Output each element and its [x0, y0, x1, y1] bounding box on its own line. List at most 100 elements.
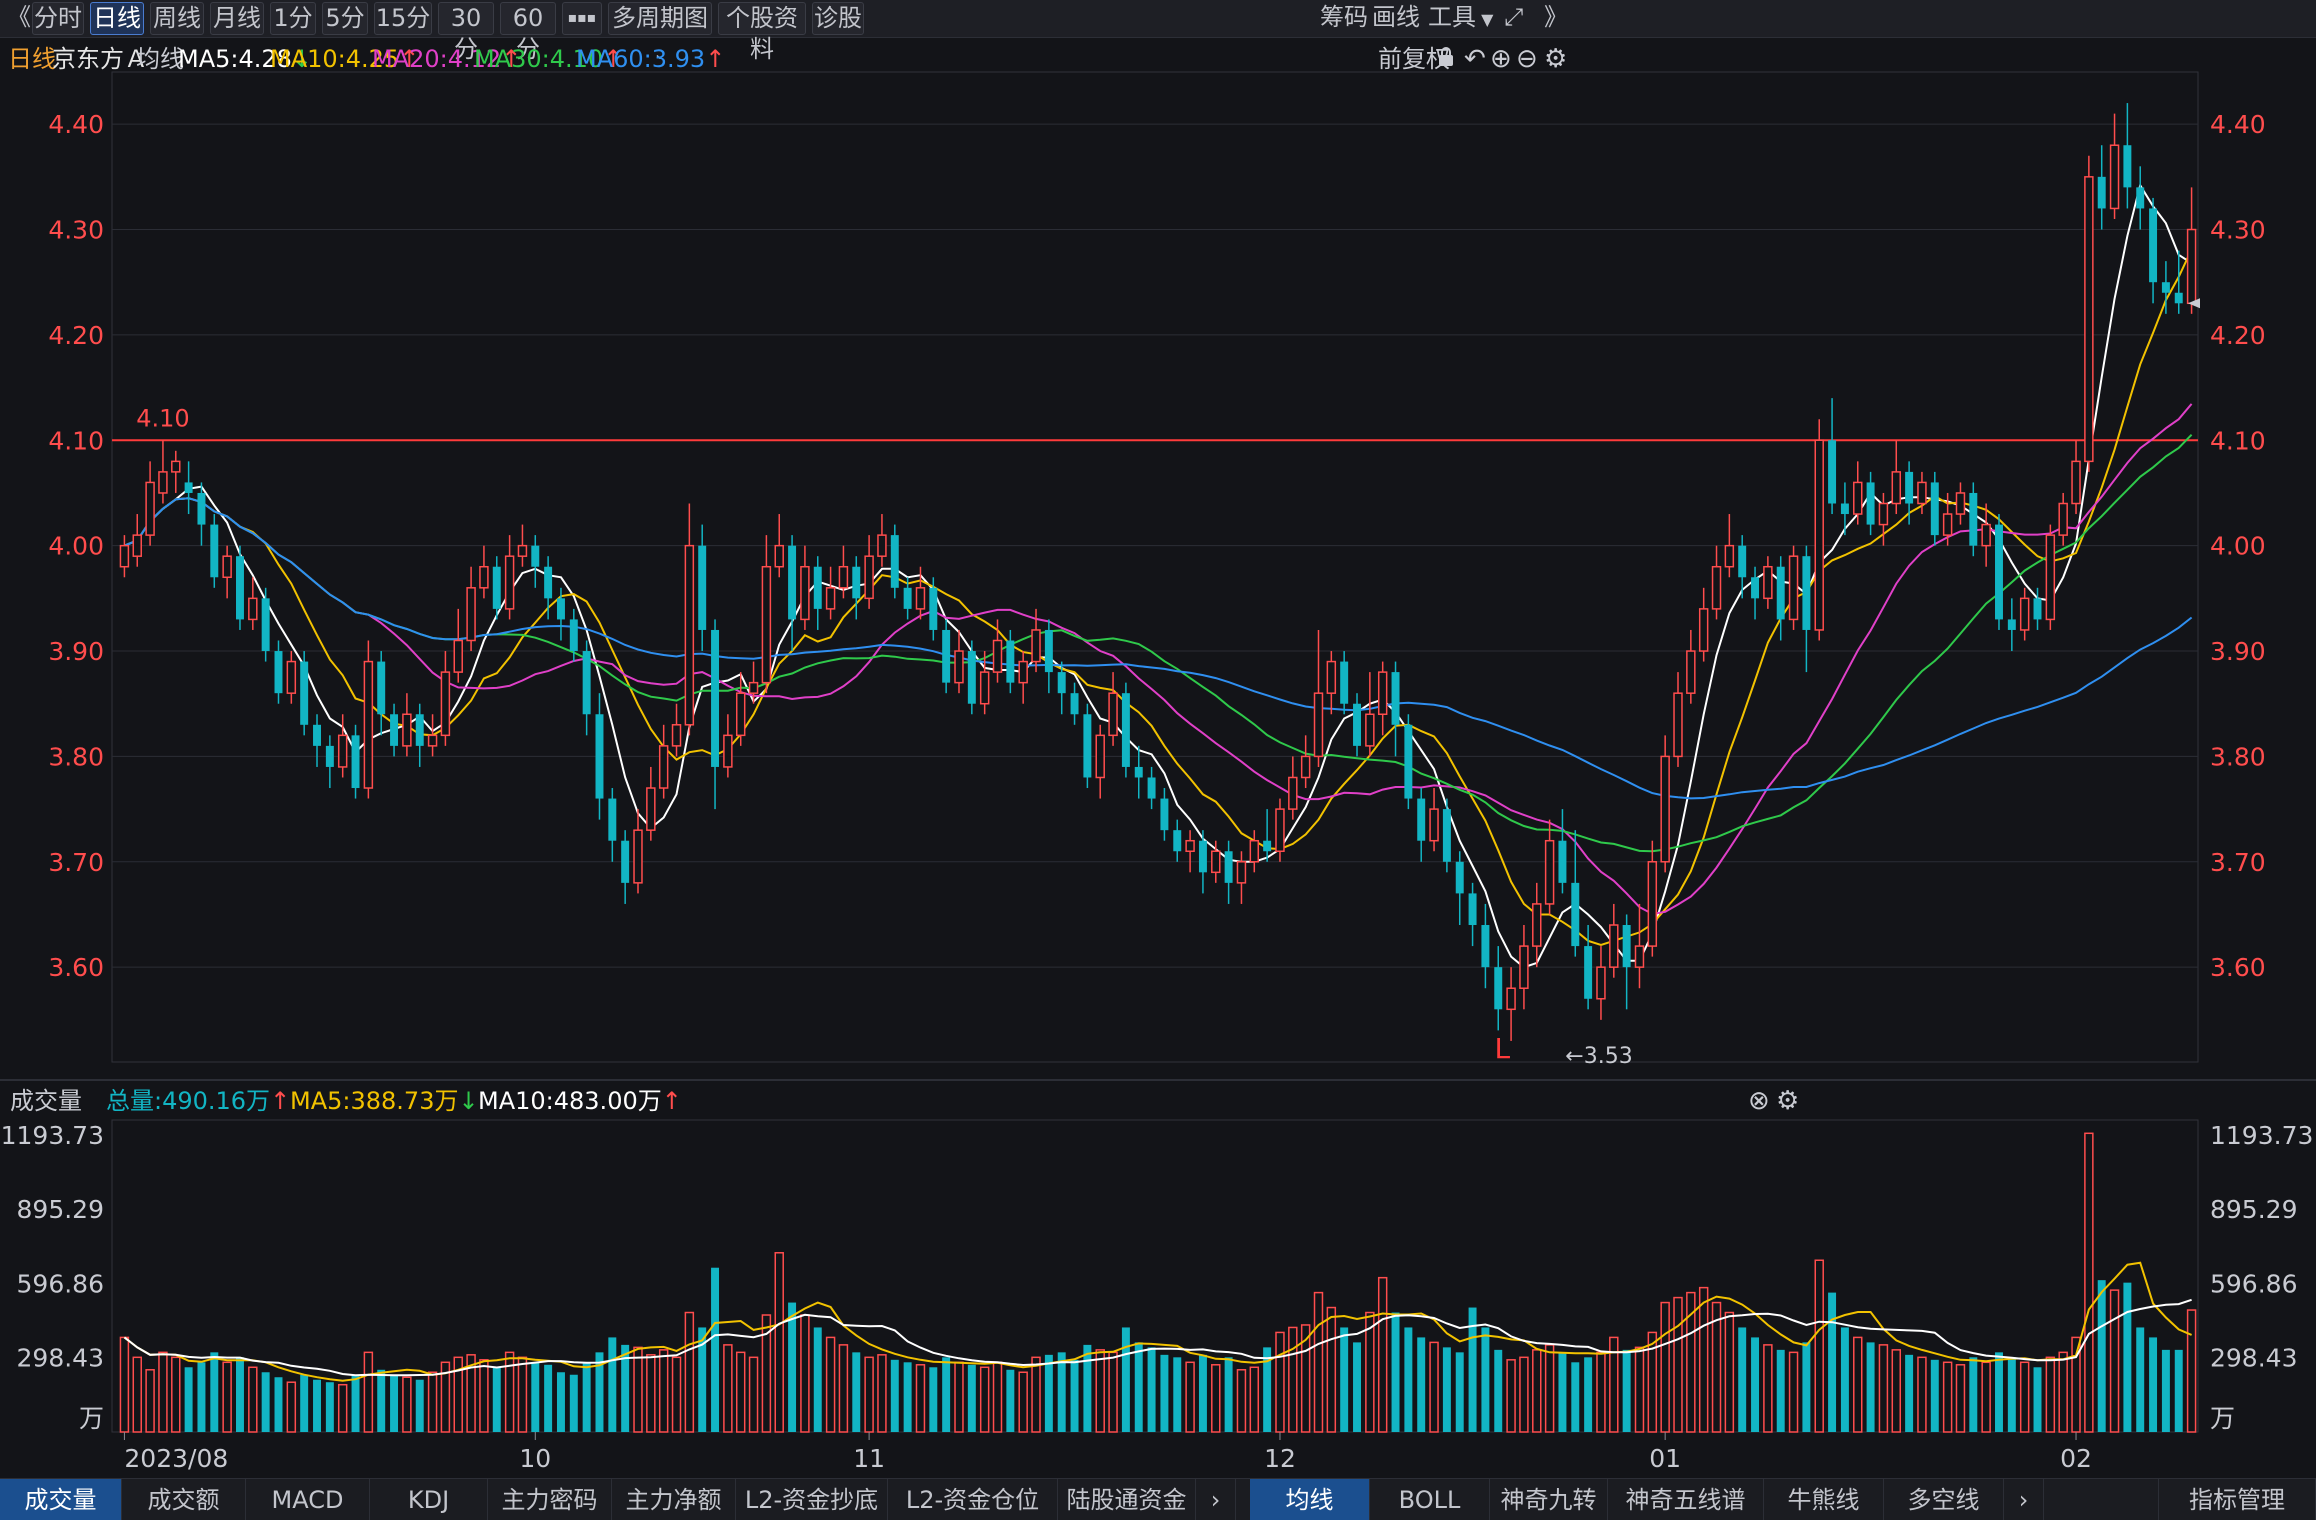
- tab-turnover[interactable]: 成交额: [122, 1479, 246, 1520]
- zoom-out-icon[interactable]: ⊖: [1516, 44, 1538, 74]
- tab-bull-bear[interactable]: 牛熊线: [1764, 1479, 1884, 1520]
- tab-daily[interactable]: 日线: [90, 2, 144, 35]
- tab-60min[interactable]: 60分: [500, 2, 556, 63]
- undo-icon[interactable]: ↶: [1464, 44, 1486, 74]
- volume-bar: [337, 1383, 348, 1433]
- volume-bar: [1442, 1347, 1451, 1432]
- volume-bar: [979, 1366, 990, 1433]
- settings-gear-icon[interactable]: ⚙: [1544, 44, 1568, 74]
- indicator-settings-icon[interactable]: ⚙: [1776, 1086, 1800, 1116]
- tab-boll[interactable]: BOLL: [1370, 1479, 1490, 1520]
- volume-bar: [1275, 1331, 1285, 1433]
- candle-body: [1365, 713, 1375, 747]
- volume-bar: [1288, 1326, 1298, 1433]
- chips-button[interactable]: 筹码: [1320, 3, 1368, 31]
- volume-bar: [222, 1361, 232, 1433]
- more-icon[interactable]: ▪▪▪: [562, 2, 602, 35]
- candle-body: [633, 829, 643, 884]
- collapse-left-icon[interactable]: 《: [7, 3, 31, 31]
- candle-body: [415, 714, 424, 746]
- tools-dropdown[interactable]: 工具 ▼: [1428, 2, 1493, 35]
- tab-macd[interactable]: MACD: [246, 1479, 370, 1520]
- volume-bar: [1969, 1357, 1978, 1432]
- candle-body: [1751, 577, 1760, 599]
- tab-monthly[interactable]: 月线: [210, 2, 264, 35]
- candle-body: [261, 598, 270, 652]
- candle-body: [1698, 608, 1709, 652]
- date-label: 11: [853, 1444, 885, 1473]
- volume-bar: [145, 1369, 155, 1433]
- tab-5min[interactable]: 5分: [322, 2, 368, 35]
- volume-bar: [1751, 1337, 1760, 1432]
- zoom-in-icon[interactable]: ⊕: [1490, 44, 1512, 74]
- fullscreen-icon[interactable]: ⤢: [1504, 3, 1524, 31]
- volume-bar: [1300, 1324, 1311, 1433]
- volume-bar: [1544, 1344, 1555, 1433]
- arrow-up-icon: ↑: [501, 45, 522, 73]
- adjust-button[interactable]: 前复权: [1378, 45, 1450, 73]
- candlestick-chart[interactable]: 4.40 4.30 4.20 4.10 4.00 3.90 3.80 3.70 3.60 4.4…: [0, 0, 2316, 1478]
- tab-magic-nine[interactable]: 神奇九转: [1490, 1479, 1608, 1520]
- candle-body: [1995, 524, 2003, 620]
- indicator-tab-bar: 成交量 成交额 MACD KDJ 主力密码 主力净额 L2-资金抄底 L2-资金…: [0, 1478, 2316, 1520]
- tab-30min[interactable]: 30分: [438, 2, 494, 63]
- multi-period-dropdown[interactable]: 多周期图 ⌄: [608, 2, 712, 63]
- candle-body: [1711, 565, 1722, 610]
- price-tick-label: 4.30: [2210, 216, 2266, 245]
- price-axis-right: 4.40 4.30 4.20 4.10 4.00 3.90 3.80 3.70 3.60: [2210, 110, 2266, 982]
- tab-main-code[interactable]: 主力密码: [488, 1479, 612, 1520]
- caret-down-icon: ▼: [1476, 10, 1494, 29]
- volume-bar: [1828, 1292, 1837, 1432]
- ma-label[interactable]: 均线: [136, 45, 184, 73]
- candle-body: [1788, 555, 1799, 621]
- tab-ma[interactable]: 均线: [1250, 1479, 1370, 1520]
- lock-icon[interactable]: [1438, 40, 1454, 78]
- tab-northbound[interactable]: 陆股通资金: [1058, 1479, 1196, 1520]
- candle-body: [1814, 439, 1824, 631]
- ma5-text: MA5:4.28: [178, 45, 292, 73]
- tab-l2-bottom[interactable]: L2-资金抄底: [736, 1479, 888, 1520]
- volume-bar: [621, 1344, 630, 1432]
- chevron-right-icon[interactable]: ›: [2004, 1479, 2044, 1520]
- candle-body: [813, 566, 822, 609]
- tab-volume[interactable]: 成交量: [0, 1479, 122, 1520]
- volume-bar: [1121, 1327, 1130, 1432]
- draw-button[interactable]: 画线: [1372, 3, 1420, 31]
- candle-body: [1506, 987, 1516, 1011]
- close-indicator-icon[interactable]: ⊗: [1748, 1086, 1770, 1116]
- candle-body: [1070, 693, 1079, 715]
- diagnose-button[interactable]: 诊股: [812, 2, 864, 35]
- tab-weekly[interactable]: 周线: [150, 2, 204, 35]
- tab-long-short[interactable]: 多空线: [1884, 1479, 2004, 1520]
- ma20-line: [124, 403, 2193, 915]
- volume-bar: [1083, 1344, 1092, 1432]
- volume-bar: [1840, 1327, 1849, 1432]
- volume-bar: [698, 1327, 707, 1432]
- candle-body: [158, 471, 168, 494]
- tab-1min[interactable]: 1分: [270, 2, 316, 35]
- stock-info-button[interactable]: 个股资料: [718, 2, 806, 63]
- volume-bar: [1377, 1276, 1388, 1433]
- candle-body: [1609, 924, 1619, 968]
- tab-l2-position[interactable]: L2-资金仓位: [888, 1479, 1058, 1520]
- volume-bar: [1763, 1344, 1773, 1433]
- tab-intraday[interactable]: 分时: [32, 2, 84, 35]
- volume-bar: [440, 1361, 451, 1433]
- candle-body: [954, 650, 964, 684]
- expand-right-icon[interactable]: 》: [1544, 3, 1568, 31]
- tab-kdj[interactable]: KDJ: [370, 1479, 488, 1520]
- candle-body: [915, 587, 926, 610]
- candle-body: [582, 651, 591, 715]
- volume-bar: [1326, 1306, 1337, 1433]
- volume-bar: [2186, 1309, 2197, 1433]
- price-tick-label: 3.70: [2210, 848, 2266, 877]
- candle-body: [608, 798, 617, 841]
- chevron-right-icon[interactable]: ›: [1196, 1479, 1236, 1520]
- indicator-manage-button[interactable]: 指标管理: [2158, 1479, 2316, 1520]
- tab-15min[interactable]: 15分: [374, 2, 432, 35]
- tab-main-net[interactable]: 主力净额: [612, 1479, 736, 1520]
- volume-bar: [274, 1377, 283, 1432]
- volume-bar: [1571, 1362, 1580, 1432]
- tab-magic-five[interactable]: 神奇五线谱: [1608, 1479, 1764, 1520]
- candle-body: [2058, 502, 2068, 536]
